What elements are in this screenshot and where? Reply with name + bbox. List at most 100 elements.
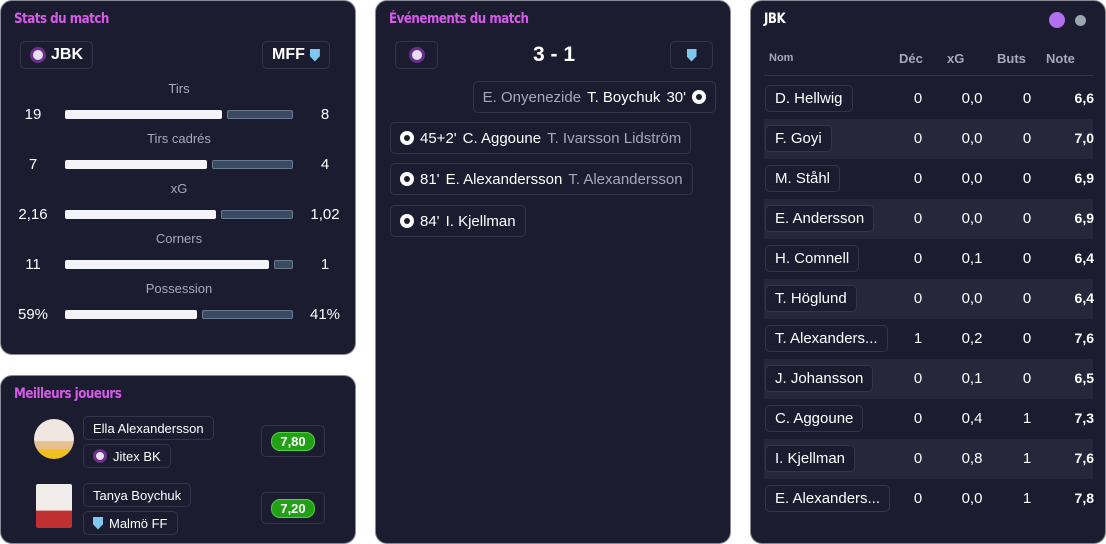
- stat-label: Corners: [155, 231, 203, 246]
- xg-cell: 0,0: [961, 170, 983, 187]
- event-goal[interactable]: 81' E. Alexandersson T. Alexandersson: [390, 163, 693, 195]
- goals-cell: 0: [1022, 210, 1032, 227]
- player-team[interactable]: Malmö FF: [83, 511, 178, 535]
- player-team-text: Jitex BK: [113, 448, 161, 464]
- player-name-button[interactable]: D. Hellwig: [765, 85, 853, 112]
- home-bar: [65, 109, 222, 119]
- player-name-button[interactable]: M. Ståhl: [765, 165, 841, 192]
- home-team-toggle[interactable]: [1049, 12, 1065, 28]
- rating-cell: 6,9: [1074, 210, 1094, 226]
- table-row: H. Comnell 0 0,1 0 6,4: [764, 239, 1094, 279]
- jbk-crest-icon: [93, 449, 107, 463]
- player-rating: 7,20: [261, 492, 325, 524]
- player-team[interactable]: Jitex BK: [83, 444, 171, 468]
- rating-cell: 7,6: [1074, 330, 1094, 346]
- football-icon: [400, 131, 414, 145]
- table-row: E. Alexanders... 0 0,0 1 7,8: [764, 479, 1094, 519]
- goals-cell: 0: [1022, 90, 1032, 107]
- player-name-button[interactable]: E. Alexanders...: [765, 485, 891, 512]
- scorer: I. Kjellman: [445, 212, 516, 230]
- stat-label: xG: [170, 181, 188, 196]
- player-name-button[interactable]: I. Kjellman: [765, 445, 856, 472]
- stat-label: Possession: [145, 281, 213, 296]
- player-name-button[interactable]: E. Andersson: [765, 205, 875, 232]
- card-title: JBK: [764, 11, 786, 27]
- stat-row: Tirs cadrés 7 4: [1, 131, 357, 179]
- home-bar: [65, 309, 197, 319]
- goals-cell: 1: [1022, 490, 1032, 507]
- rating-cell: 7,6: [1074, 450, 1094, 466]
- away-team-badge[interactable]: MFF: [262, 41, 330, 69]
- minute: 84': [420, 212, 440, 230]
- assist: T. Alexandersson: [568, 170, 683, 188]
- col-rating: Note: [1046, 51, 1075, 66]
- player-name-button[interactable]: T. Alexanders...: [765, 325, 888, 352]
- home-team-badge[interactable]: JBK: [20, 41, 94, 69]
- away-value: 41%: [309, 305, 341, 323]
- rating-cell: 7,8: [1074, 490, 1094, 506]
- goals-cell: 1: [1022, 450, 1032, 467]
- rating-cell: 6,4: [1074, 290, 1094, 306]
- stat-row: Possession 59% 41%: [1, 281, 357, 329]
- away-team-button[interactable]: [670, 41, 713, 69]
- event-goal[interactable]: 84' I. Kjellman: [390, 205, 526, 237]
- xg-cell: 0,0: [961, 130, 983, 147]
- best-players-card: Meilleurs joueurs Ella Alexandersson Jit…: [0, 375, 356, 544]
- away-team-toggle[interactable]: [1075, 15, 1086, 26]
- score: 3 - 1: [532, 43, 576, 66]
- jbk-crest-icon: [408, 47, 425, 63]
- table-row: D. Hellwig 0 0,0 0 6,6: [764, 79, 1094, 119]
- mff-crest-icon: [93, 516, 103, 530]
- rating-cell: 7,3: [1074, 410, 1094, 426]
- dec-cell: 0: [913, 290, 923, 307]
- lineup-card: JBK Nom Déc xG Buts Note D. Hellwig 0 0,…: [750, 0, 1106, 544]
- player-name[interactable]: Tanya Boychuk: [83, 483, 192, 507]
- player-rating: 7,80: [261, 425, 325, 457]
- dec-cell: 0: [913, 250, 923, 267]
- minute: 45+2': [420, 129, 457, 147]
- football-icon: [400, 214, 414, 228]
- col-xg: xG: [947, 51, 965, 66]
- table-row: E. Andersson 0 0,0 0 6,9: [764, 199, 1094, 239]
- dec-cell: 0: [913, 90, 923, 107]
- player-name-button[interactable]: C. Aggoune: [765, 405, 864, 432]
- home-team-name: JBK: [51, 46, 84, 63]
- player-team-text: Malmö FF: [109, 515, 168, 531]
- player-name-button[interactable]: J. Johansson: [765, 365, 874, 392]
- home-value: 2,16: [18, 205, 48, 223]
- rating-cell: 6,4: [1074, 250, 1094, 266]
- dec-cell: 0: [913, 210, 923, 227]
- xg-cell: 0,8: [961, 450, 983, 467]
- xg-cell: 0,0: [961, 290, 983, 307]
- away-bar: [226, 109, 293, 119]
- scorer: E. Alexandersson: [445, 170, 563, 188]
- goals-cell: 0: [1022, 130, 1032, 147]
- away-bar: [211, 159, 293, 169]
- xg-cell: 0,1: [961, 370, 983, 387]
- event-goal[interactable]: 45+2' C. Aggoune T. Ivarsson Lidström: [390, 122, 692, 154]
- away-value: 4: [320, 155, 330, 173]
- player-name-text: Ella Alexandersson: [93, 420, 204, 436]
- rating-cell: 6,5: [1074, 370, 1094, 386]
- goals-cell: 0: [1022, 250, 1032, 267]
- dec-cell: 0: [913, 370, 923, 387]
- rating-cell: 7,0: [1074, 130, 1094, 146]
- player-name-button[interactable]: T. Höglund: [765, 285, 857, 312]
- player-name-button[interactable]: F. Goyi: [765, 125, 832, 152]
- player-avatar: [36, 484, 72, 528]
- home-team-button[interactable]: [395, 41, 438, 69]
- player-name-button[interactable]: H. Comnell: [765, 245, 860, 272]
- col-dec: Déc: [899, 51, 923, 66]
- player-name[interactable]: Ella Alexandersson: [83, 416, 214, 440]
- goals-cell: 0: [1022, 290, 1032, 307]
- assist: T. Ivarsson Lidström: [547, 129, 682, 147]
- dec-cell: 0: [913, 490, 923, 507]
- rating-cell: 6,9: [1074, 170, 1094, 186]
- card-title: Meilleurs joueurs: [14, 386, 122, 402]
- xg-cell: 0,1: [961, 250, 983, 267]
- match-events-card: Événements du match 3 - 1 E. Onyenezide T…: [375, 0, 731, 544]
- table-row: T. Höglund 0 0,0 0 6,4: [764, 279, 1094, 319]
- home-value: 7: [28, 155, 38, 173]
- home-bar: [65, 159, 207, 169]
- event-goal[interactable]: E. Onyenezide T. Boychuk 30': [472, 81, 716, 113]
